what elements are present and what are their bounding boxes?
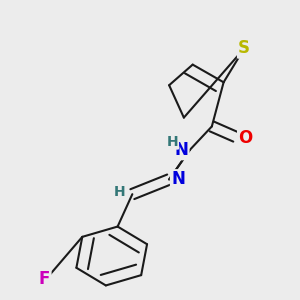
Text: H: H bbox=[166, 134, 178, 148]
Text: N: N bbox=[174, 141, 188, 159]
Text: O: O bbox=[238, 129, 253, 147]
Text: S: S bbox=[238, 39, 250, 57]
Text: H: H bbox=[114, 185, 126, 199]
Text: N: N bbox=[171, 170, 185, 188]
Text: F: F bbox=[39, 270, 50, 288]
